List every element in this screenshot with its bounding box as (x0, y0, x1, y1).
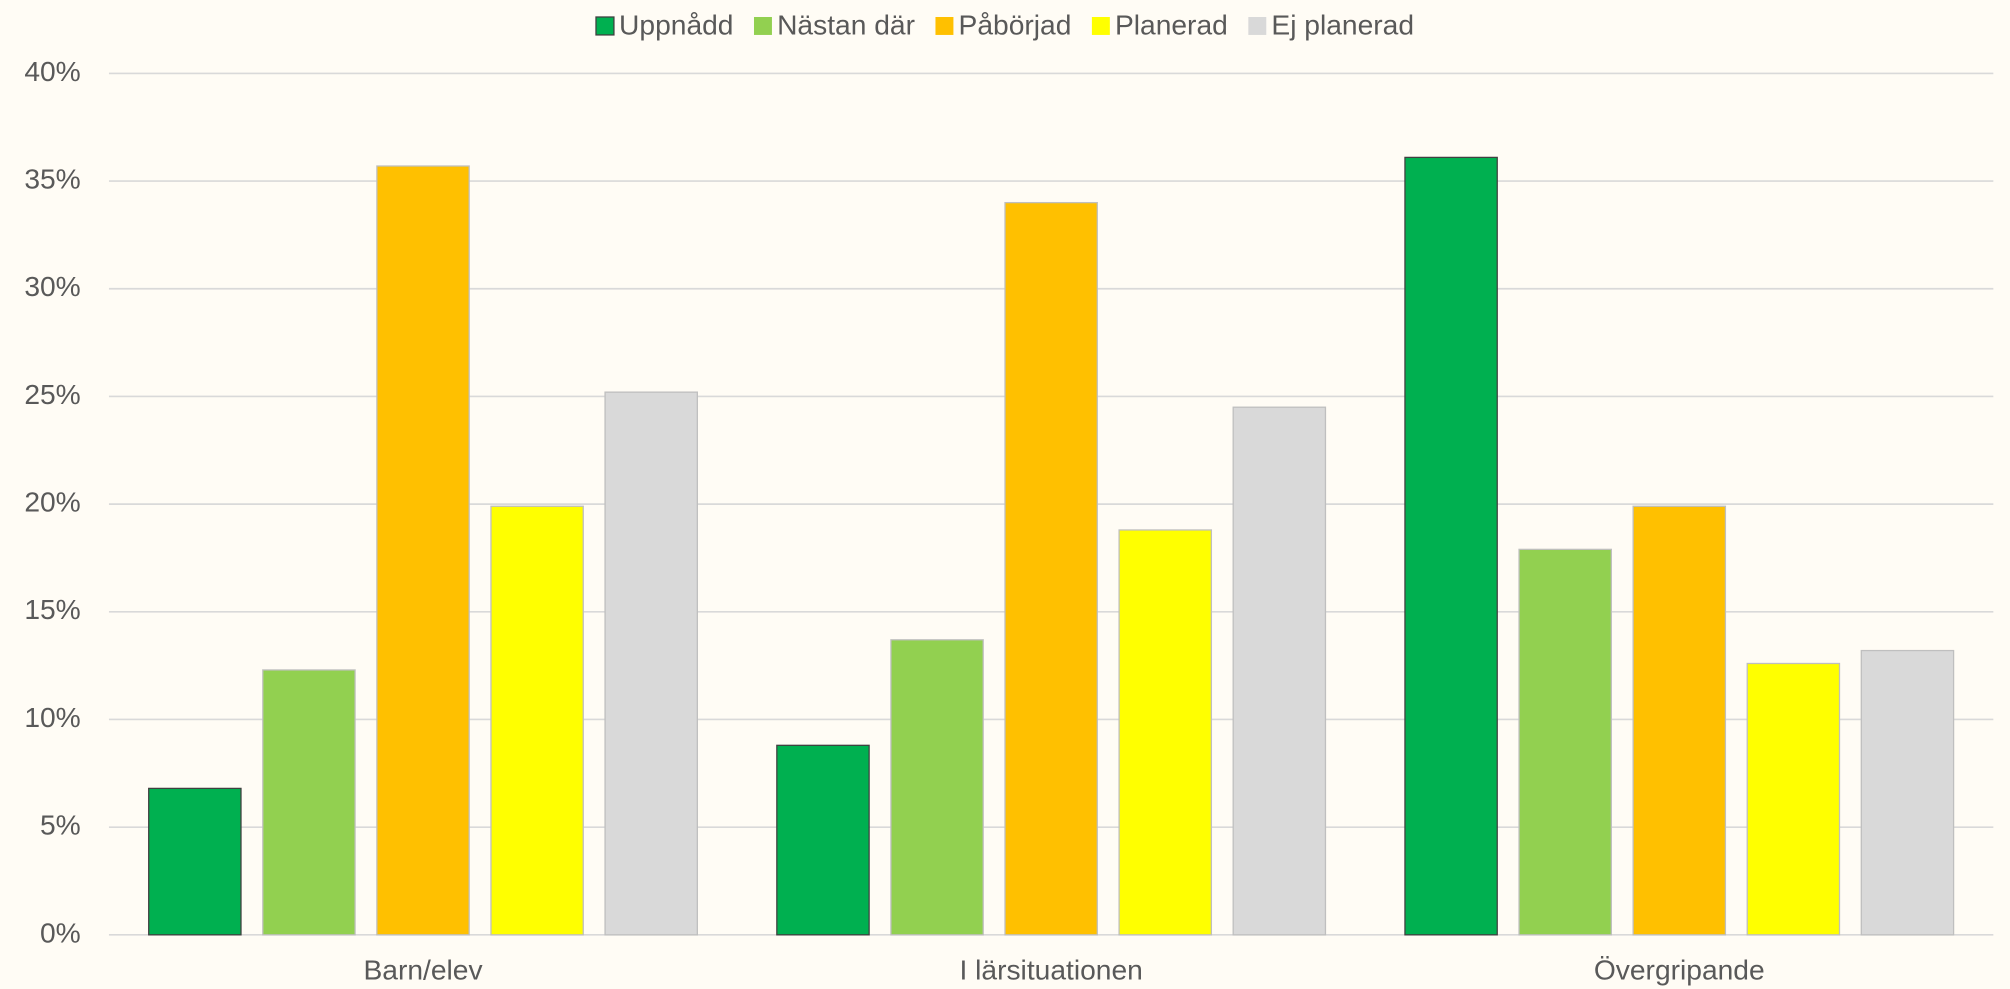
bar (890, 639, 984, 936)
bar (148, 787, 242, 936)
y-tick-label: 0% (40, 916, 81, 948)
x-tick-label: Övergripande (1594, 953, 1765, 985)
legend-label: Påbörjad (959, 9, 1072, 41)
legend-label: Ej planerad (1271, 9, 1414, 41)
bar (262, 669, 356, 936)
legend-swatch (753, 16, 772, 35)
y-tick-label: 40% (24, 55, 80, 87)
y-tick-label: 35% (24, 163, 80, 195)
x-tick-label: Barn/elev (363, 953, 482, 985)
legend-label: Nästan där (777, 9, 915, 41)
y-tick-label: 15% (24, 593, 80, 625)
legend-label: Planerad (1115, 9, 1228, 41)
bar (376, 165, 470, 936)
bar (1118, 529, 1213, 936)
bar (1232, 406, 1327, 936)
y-tick-label: 10% (24, 701, 80, 733)
legend-label: Uppnådd (619, 9, 733, 41)
x-tick-label: I lärsituationen (959, 953, 1142, 985)
bar (1746, 662, 1841, 936)
y-tick-label: 30% (24, 270, 80, 302)
legend-swatch (935, 16, 954, 35)
bar (776, 744, 870, 936)
bar (1518, 548, 1612, 936)
bar (1860, 649, 1955, 936)
legend-swatch (1248, 16, 1267, 35)
bar (604, 391, 698, 936)
bar (490, 505, 584, 936)
y-tick-label: 25% (24, 378, 80, 410)
bar (1404, 156, 1498, 936)
y-tick-label: 20% (24, 486, 80, 518)
legend-swatch (1091, 16, 1110, 35)
y-tick-label: 5% (40, 809, 81, 841)
legend-swatch (595, 16, 615, 36)
bar (1004, 201, 1098, 936)
bar (1632, 505, 1727, 936)
legend: Uppnådd Nästan där Påbörjad Planerad Ej plan… (595, 9, 1414, 41)
